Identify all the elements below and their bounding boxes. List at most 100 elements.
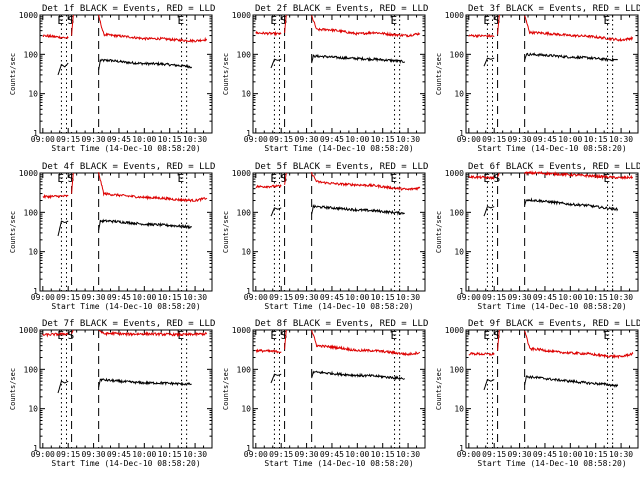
x-tick-label: 09:30	[508, 135, 532, 144]
y-axis-label: Counts/sec	[9, 368, 17, 410]
y-axis-label: Counts/sec	[9, 211, 17, 253]
marker-label: E	[483, 329, 490, 342]
y-tick-label: 1000	[232, 326, 251, 335]
y-tick-label: 10	[454, 90, 464, 99]
plot-frame	[39, 172, 213, 292]
x-tick-label: 10:30	[396, 450, 420, 459]
y-tick-label: 1000	[445, 11, 464, 20]
x-tick-label: 10:15	[158, 450, 182, 459]
y-tick-label: 1000	[19, 169, 38, 178]
panel-title: Det 1f BLACK = Events, RED = LLD	[42, 4, 215, 14]
lld-series-line	[284, 14, 287, 33]
x-tick-label: 10:00	[558, 135, 582, 144]
lld-series-line	[71, 329, 74, 334]
y-tick-label: 10	[241, 405, 251, 414]
events-series-line	[98, 58, 193, 71]
panel-title: Det 5f BLACK = Events, RED = LLD	[255, 162, 428, 172]
events-series-line	[483, 57, 495, 67]
x-tick-label: 10:00	[132, 450, 156, 459]
y-tick-label: 1	[459, 444, 464, 453]
lld-series-line	[497, 14, 500, 35]
y-tick-label: 100	[24, 50, 39, 59]
x-tick-label: 09:45	[533, 293, 557, 302]
events-series-line	[270, 58, 282, 69]
y-tick-label: 100	[450, 50, 465, 59]
y-tick-label: 1000	[445, 326, 464, 335]
y-tick-label: 10	[241, 248, 251, 257]
y-tick-label: 100	[24, 365, 39, 374]
panel-title: Det 9f BLACK = Events, RED = LLD	[468, 319, 640, 329]
x-tick-label: 10:30	[609, 135, 633, 144]
y-tick-label: 1000	[445, 169, 464, 178]
x-tick-label: 09:45	[320, 450, 344, 459]
marker-label: E	[57, 172, 64, 185]
lld-series-line	[311, 172, 421, 191]
lld-series-line	[524, 330, 634, 360]
x-tick-label: 09:45	[320, 293, 344, 302]
marker-label: E	[270, 329, 277, 342]
x-tick-label: 10:00	[558, 293, 582, 302]
panel-title: Det 3f BLACK = Events, RED = LLD	[468, 4, 640, 14]
marker-label: S	[68, 14, 75, 27]
lld-series-line	[98, 14, 207, 44]
marker-label: S	[281, 329, 288, 342]
x-tick-label: 09:15	[269, 135, 293, 144]
plot-frame	[465, 14, 639, 134]
marker-label: S	[494, 14, 501, 27]
y-tick-label: 1000	[232, 169, 251, 178]
x-tick-label: 09:15	[482, 135, 506, 144]
x-tick-label: 09:00	[31, 135, 55, 144]
x-tick-label: 10:00	[345, 135, 369, 144]
x-tick-label: 09:45	[107, 293, 131, 302]
events-series-line	[524, 197, 619, 212]
lld-series-line	[71, 14, 74, 36]
lld-series-line	[524, 15, 634, 42]
y-tick-label: 10	[28, 405, 38, 414]
events-series-line	[524, 52, 618, 62]
events-series-line	[98, 218, 193, 231]
lld-series-line	[284, 329, 287, 350]
x-tick-label: 09:15	[482, 293, 506, 302]
lld-series-line	[42, 332, 69, 338]
events-series-line	[311, 204, 405, 216]
detector-panel: Det 9f BLACK = Events, RED = LLD 1 10 100 10…	[435, 319, 640, 468]
x-tick-label: 09:15	[56, 450, 80, 459]
x-tick-label: 10:30	[183, 293, 207, 302]
x-tick-label: 09:15	[56, 293, 80, 302]
plot-frame	[252, 172, 426, 292]
events-series-line	[270, 207, 282, 217]
detector-panel: Det 3f BLACK = Events, RED = LLD 1 10 100 10…	[435, 4, 640, 153]
x-axis-label: Start Time (14-Dec-10 08:58:20)	[477, 302, 626, 311]
x-tick-label: 09:15	[56, 135, 80, 144]
y-tick-label: 100	[24, 208, 39, 217]
x-tick-label: 09:30	[295, 293, 319, 302]
detector-panel: Det 7f BLACK = Events, RED = LLD 1 10 100 10…	[9, 319, 215, 468]
y-tick-label: 1	[459, 129, 464, 138]
lld-series-line	[311, 15, 421, 38]
x-tick-label: 09:00	[31, 450, 55, 459]
panel-title: Det 2f BLACK = Events, RED = LLD	[255, 4, 428, 14]
y-axis-label: Counts/sec	[9, 53, 17, 95]
x-tick-label: 09:15	[269, 293, 293, 302]
x-axis-label: Start Time (14-Dec-10 08:58:20)	[51, 144, 200, 153]
x-tick-label: 10:30	[183, 450, 207, 459]
y-tick-label: 10	[454, 248, 464, 257]
panel-title: Det 6f BLACK = Events, RED = LLD	[468, 162, 640, 172]
x-tick-label: 10:15	[584, 293, 608, 302]
marker-label: E	[604, 172, 611, 185]
lld-series-line	[524, 170, 633, 181]
x-axis-label: Start Time (14-Dec-10 08:58:20)	[477, 459, 626, 468]
x-tick-label: 09:00	[244, 135, 268, 144]
x-axis-label: Start Time (14-Dec-10 08:58:20)	[51, 459, 200, 468]
lld-series-line	[284, 172, 287, 185]
y-tick-label: 1000	[19, 326, 38, 335]
x-tick-label: 09:30	[82, 293, 106, 302]
x-tick-label: 10:15	[158, 135, 182, 144]
x-tick-label: 09:30	[82, 135, 106, 144]
y-tick-label: 10	[241, 90, 251, 99]
lld-series-line	[468, 351, 495, 357]
x-tick-label: 10:30	[396, 293, 420, 302]
x-tick-label: 10:30	[396, 135, 420, 144]
y-tick-label: 10	[28, 90, 38, 99]
